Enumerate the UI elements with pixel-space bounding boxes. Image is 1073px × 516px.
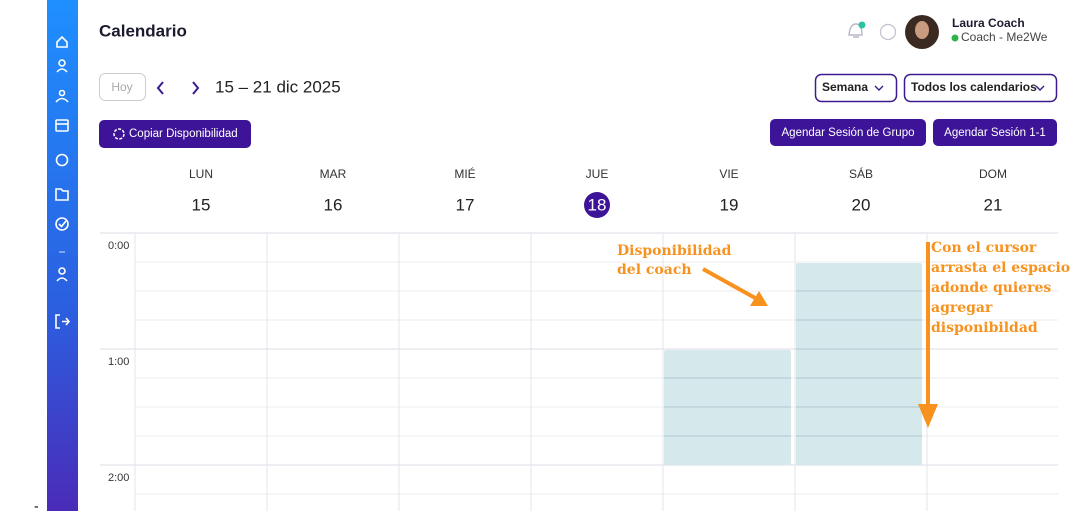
annotation-text: disponibildad	[931, 320, 1038, 336]
today-label: Hoy	[111, 80, 132, 94]
page-title: Calendario	[99, 21, 187, 40]
day-date: 19	[720, 195, 739, 214]
single-session-label: Agendar Sesión 1-1	[944, 127, 1046, 139]
calendars-label: Todos los calendarios	[911, 80, 1037, 94]
app: - Calendario Laura Coach Coach - Me2We H…	[0, 0, 1073, 511]
status-dot	[952, 35, 959, 42]
annotation-text: adonde quieres	[931, 280, 1051, 296]
user-role: Coach - Me2We	[961, 30, 1048, 44]
user-name: Laura Coach	[952, 16, 1025, 30]
copy-label: Copiar Disponibilidad	[129, 128, 238, 140]
prev-button[interactable]	[158, 82, 163, 94]
date-range: 15 – 21 dic 2025	[215, 77, 341, 96]
day-date: 18	[588, 195, 607, 214]
annotation-text: Disponibilidad	[617, 243, 732, 259]
annotation-text: arrasta el espacio	[931, 260, 1070, 276]
day-name: MAR	[320, 167, 347, 181]
page: - Calendario Laura Coach Coach - Me2We H…	[0, 0, 1073, 511]
annotation-arrow	[703, 269, 757, 299]
day-name: JUE	[586, 167, 609, 181]
next-button[interactable]	[193, 82, 198, 94]
annotation-text: agregar	[931, 300, 993, 316]
day-name: VIE	[719, 167, 738, 181]
day-date: 15	[192, 195, 211, 214]
day-date: 20	[852, 195, 871, 214]
stray-mark: -	[34, 498, 39, 511]
availability-block[interactable]	[796, 263, 922, 465]
day-name: SÁB	[849, 166, 873, 181]
time-label: 1:00	[108, 356, 129, 368]
day-name: DOM	[979, 167, 1007, 181]
time-label: 2:00	[108, 472, 129, 484]
annotation-text: Con el cursor	[931, 240, 1037, 256]
view-label: Semana	[822, 80, 868, 94]
time-label: 0:00	[108, 240, 129, 252]
chat-button[interactable]	[881, 25, 896, 40]
day-date: 16	[324, 195, 343, 214]
avatar-face	[915, 21, 929, 39]
day-date: 17	[456, 195, 475, 214]
notification-dot	[859, 22, 866, 29]
day-name: MIÉ	[454, 166, 475, 181]
sidebar	[47, 0, 78, 511]
group-session-label: Agendar Sesión de Grupo	[782, 127, 915, 139]
day-name: LUN	[189, 167, 213, 181]
day-date: 21	[984, 195, 1003, 214]
annotation-text: del coach	[617, 262, 692, 278]
availability	[664, 263, 922, 465]
